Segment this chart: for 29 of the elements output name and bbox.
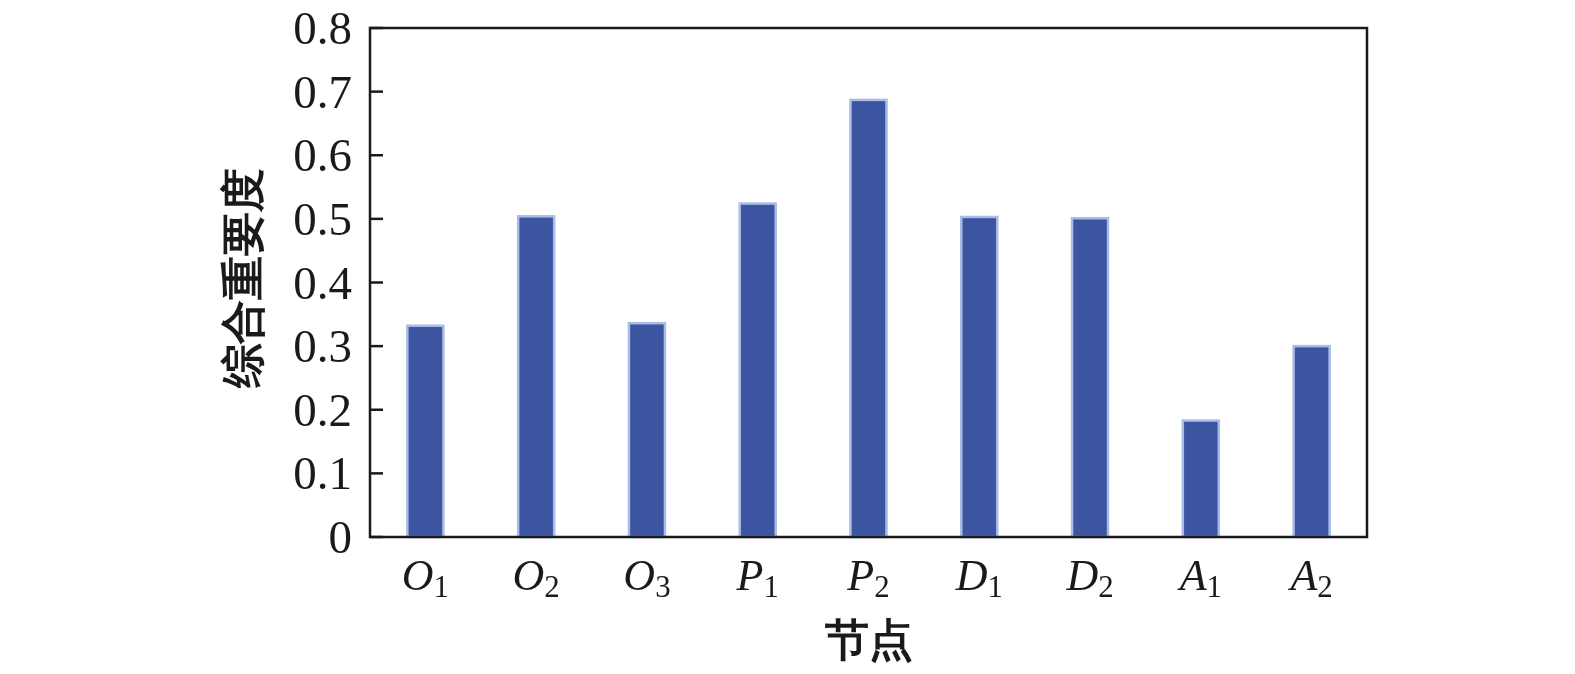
x-tick-label: P$_{1}$ <box>735 551 779 604</box>
y-tick-label: 0.5 <box>293 192 352 245</box>
x-tick-label: D$_{1}$ <box>954 551 1003 604</box>
y-tick-label: 0.2 <box>293 383 352 436</box>
bar <box>960 215 999 539</box>
x-tick-label: A$_{1}$ <box>1176 551 1222 604</box>
x-tick-label: P$_{2}$ <box>846 551 890 604</box>
y-tick-label: 0.4 <box>293 256 352 309</box>
x-tick-label: A$_{2}$ <box>1287 551 1333 604</box>
x-tick-label: O$_{1}$ <box>401 551 449 604</box>
bar <box>738 202 777 539</box>
bar <box>406 324 445 539</box>
y-tick-label: 0.7 <box>293 65 352 118</box>
y-tick-label: 0 <box>328 511 352 563</box>
x-tick-label: O$_{3}$ <box>623 551 671 604</box>
y-tick-label: 0.8 <box>293 2 352 54</box>
x-tick-label: O$_{2}$ <box>512 551 560 604</box>
y-tick-label: 0.3 <box>293 320 352 373</box>
y-axis-title: 综合重要度 <box>219 167 268 389</box>
y-tick-label: 0.1 <box>293 447 352 500</box>
bar <box>1181 419 1221 539</box>
bar <box>627 321 667 539</box>
y-tick-label: 0.6 <box>293 129 352 182</box>
x-axis-title: 节点 <box>824 616 913 665</box>
x-tick-label: D$_{2}$ <box>1065 551 1114 604</box>
bar <box>1292 344 1331 539</box>
bar <box>849 98 888 539</box>
bar <box>1070 216 1110 539</box>
bar <box>516 215 556 539</box>
